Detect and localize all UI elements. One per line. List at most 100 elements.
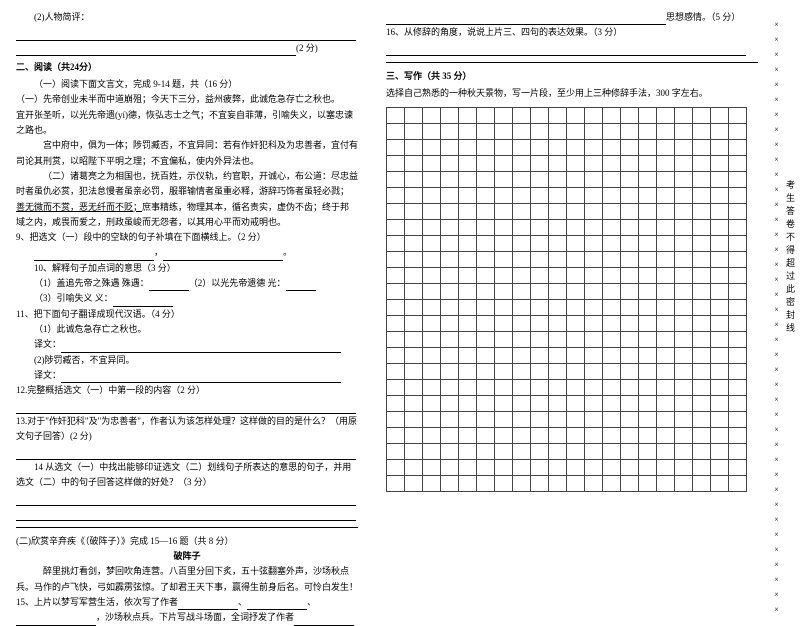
- grid-cell[interactable]: [602, 347, 621, 364]
- blank[interactable]: [61, 371, 341, 383]
- grid-cell[interactable]: [530, 363, 549, 380]
- grid-cell[interactable]: [728, 283, 747, 300]
- grid-cell[interactable]: [656, 363, 675, 380]
- grid-cell[interactable]: [476, 443, 495, 460]
- grid-cell[interactable]: [530, 379, 549, 396]
- grid-cell[interactable]: [386, 123, 405, 140]
- grid-cell[interactable]: [548, 459, 567, 476]
- grid-cell[interactable]: [566, 331, 585, 348]
- grid-cell[interactable]: [404, 139, 423, 156]
- grid-cell[interactable]: [620, 347, 639, 364]
- grid-cell[interactable]: [512, 347, 531, 364]
- grid-cell[interactable]: [602, 459, 621, 476]
- grid-cell[interactable]: [692, 107, 711, 124]
- grid-cell[interactable]: [548, 235, 567, 252]
- grid-cell[interactable]: [422, 299, 441, 316]
- grid-cell[interactable]: [620, 187, 639, 204]
- grid-cell[interactable]: [674, 347, 693, 364]
- grid-cell[interactable]: [512, 267, 531, 284]
- grid-cell[interactable]: [440, 251, 459, 268]
- grid-cell[interactable]: [584, 267, 603, 284]
- grid-cell[interactable]: [458, 171, 477, 188]
- grid-cell[interactable]: [530, 171, 549, 188]
- grid-cell[interactable]: [422, 331, 441, 348]
- grid-cell[interactable]: [692, 187, 711, 204]
- grid-cell[interactable]: [548, 299, 567, 316]
- grid-cell[interactable]: [548, 475, 567, 492]
- grid-cell[interactable]: [512, 203, 531, 220]
- grid-cell[interactable]: [440, 379, 459, 396]
- grid-cell[interactable]: [566, 475, 585, 492]
- grid-cell[interactable]: [566, 187, 585, 204]
- grid-cell[interactable]: [530, 459, 549, 476]
- grid-cell[interactable]: [728, 155, 747, 172]
- grid-cell[interactable]: [710, 459, 729, 476]
- grid-cell[interactable]: [728, 315, 747, 332]
- grid-cell[interactable]: [458, 267, 477, 284]
- grid-cell[interactable]: [404, 443, 423, 460]
- grid-cell[interactable]: [620, 411, 639, 428]
- grid-cell[interactable]: [476, 267, 495, 284]
- grid-cell[interactable]: [530, 139, 549, 156]
- grid-cell[interactable]: [656, 299, 675, 316]
- grid-cell[interactable]: [512, 139, 531, 156]
- grid-cell[interactable]: [638, 395, 657, 412]
- grid-cell[interactable]: [386, 331, 405, 348]
- blank[interactable]: [386, 44, 746, 56]
- grid-cell[interactable]: [728, 363, 747, 380]
- grid-cell[interactable]: [566, 123, 585, 140]
- grid-cell[interactable]: [620, 299, 639, 316]
- blank[interactable]: [294, 614, 354, 626]
- grid-cell[interactable]: [674, 443, 693, 460]
- grid-cell[interactable]: [494, 187, 513, 204]
- grid-cell[interactable]: [566, 171, 585, 188]
- grid-cell[interactable]: [458, 155, 477, 172]
- grid-cell[interactable]: [728, 475, 747, 492]
- grid-cell[interactable]: [422, 251, 441, 268]
- grid-cell[interactable]: [404, 251, 423, 268]
- grid-cell[interactable]: [548, 187, 567, 204]
- grid-cell[interactable]: [692, 139, 711, 156]
- grid-cell[interactable]: [638, 411, 657, 428]
- grid-cell[interactable]: [566, 267, 585, 284]
- grid-cell[interactable]: [476, 315, 495, 332]
- grid-cell[interactable]: [674, 139, 693, 156]
- grid-cell[interactable]: [602, 251, 621, 268]
- grid-cell[interactable]: [494, 443, 513, 460]
- grid-cell[interactable]: [422, 443, 441, 460]
- grid-cell[interactable]: [422, 459, 441, 476]
- grid-cell[interactable]: [620, 155, 639, 172]
- grid-cell[interactable]: [548, 251, 567, 268]
- grid-cell[interactable]: [692, 347, 711, 364]
- grid-cell[interactable]: [512, 251, 531, 268]
- grid-cell[interactable]: [584, 475, 603, 492]
- blank[interactable]: [247, 598, 307, 610]
- grid-cell[interactable]: [692, 235, 711, 252]
- grid-cell[interactable]: [494, 155, 513, 172]
- grid-cell[interactable]: [512, 107, 531, 124]
- grid-cell[interactable]: [584, 251, 603, 268]
- grid-cell[interactable]: [548, 347, 567, 364]
- grid-cell[interactable]: [530, 219, 549, 236]
- grid-cell[interactable]: [476, 235, 495, 252]
- grid-cell[interactable]: [512, 123, 531, 140]
- grid-cell[interactable]: [440, 315, 459, 332]
- grid-cell[interactable]: [440, 395, 459, 412]
- grid-cell[interactable]: [710, 443, 729, 460]
- grid-cell[interactable]: [566, 235, 585, 252]
- grid-cell[interactable]: [566, 251, 585, 268]
- grid-cell[interactable]: [656, 251, 675, 268]
- grid-cell[interactable]: [620, 251, 639, 268]
- grid-cell[interactable]: [728, 331, 747, 348]
- grid-cell[interactable]: [440, 187, 459, 204]
- grid-cell[interactable]: [602, 475, 621, 492]
- grid-cell[interactable]: [710, 267, 729, 284]
- grid-cell[interactable]: [638, 123, 657, 140]
- grid-cell[interactable]: [728, 347, 747, 364]
- grid-cell[interactable]: [512, 331, 531, 348]
- grid-cell[interactable]: [638, 235, 657, 252]
- grid-cell[interactable]: [404, 203, 423, 220]
- blank-line[interactable]: [16, 29, 356, 41]
- grid-cell[interactable]: [602, 283, 621, 300]
- grid-cell[interactable]: [602, 299, 621, 316]
